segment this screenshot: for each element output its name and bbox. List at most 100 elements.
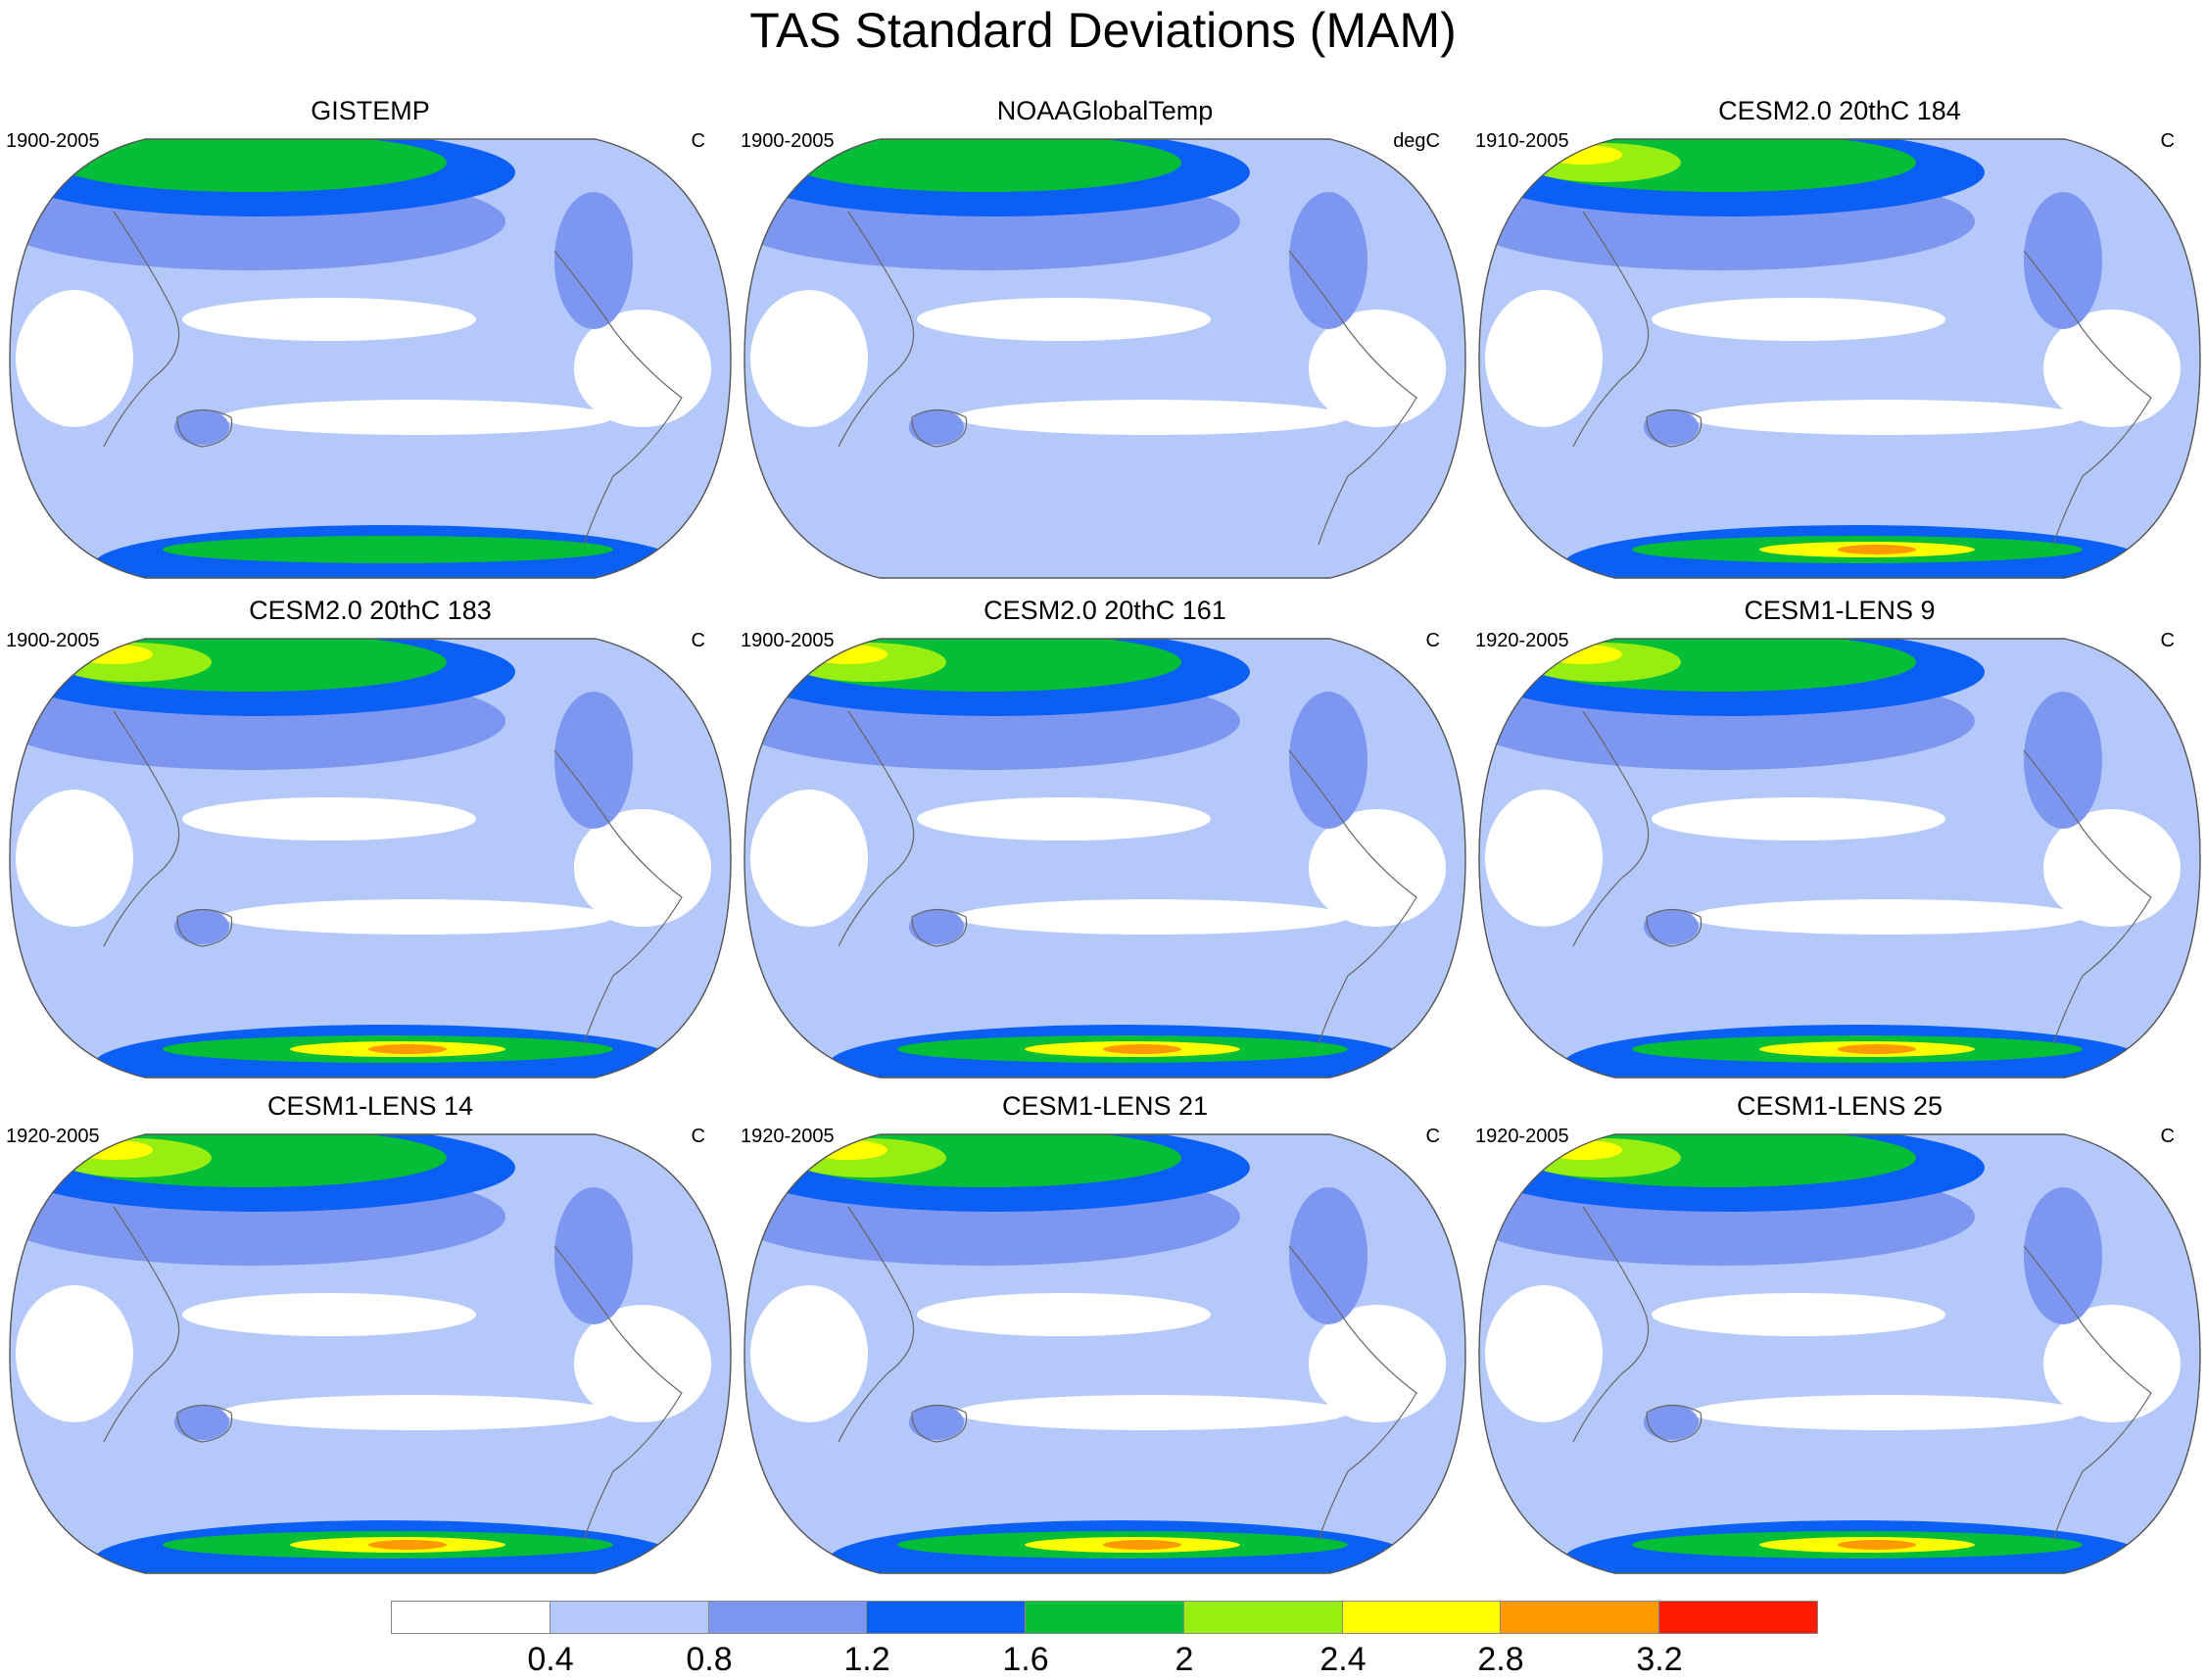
panel-years: 1900-2005	[6, 130, 100, 152]
map-field	[10, 139, 731, 578]
coastline-asia	[103, 1206, 180, 1443]
world-map-robinson	[1478, 1133, 2201, 1574]
field-band	[1309, 809, 1446, 927]
panel-years: 1920-2005	[6, 1126, 100, 1147]
field-australia	[909, 909, 964, 944]
world-map-robinson	[9, 638, 732, 1079]
field-sh	[1838, 545, 1916, 554]
field-band	[2043, 809, 2181, 927]
coastline-americas	[553, 250, 683, 546]
world-map-robinson	[1478, 138, 2201, 579]
field-band	[221, 400, 613, 435]
panel-title: NOAAGlobalTemp	[996, 96, 1214, 125]
field-band	[1652, 1293, 1945, 1336]
colorbar-label: 1.2	[843, 1641, 890, 1678]
field-australia	[174, 909, 229, 944]
colorbar-box	[1025, 1601, 1184, 1634]
field-band	[574, 809, 711, 927]
field-nh	[554, 1187, 633, 1324]
world-map-robinson	[1478, 638, 2201, 1079]
field-australia	[174, 1405, 229, 1440]
field-band	[956, 899, 1348, 935]
field-australia	[1644, 1405, 1699, 1440]
coastline-asia	[1572, 710, 1650, 947]
coastline-australia	[176, 408, 233, 448]
world-map-robinson	[9, 138, 732, 579]
coastline-americas	[2023, 250, 2152, 546]
field-band	[750, 290, 868, 427]
figure-title: TAS Standard Deviations (MAM)	[749, 3, 1457, 58]
map-panel-cesm1-lens-9: CESM1-LENS 9 1920-2005 C	[1475, 594, 2204, 1103]
panel-years: 1900-2005	[6, 630, 100, 651]
field-nh	[2024, 1187, 2102, 1324]
field-band	[917, 797, 1211, 840]
map-field	[10, 639, 731, 1078]
world-map-robinson	[9, 1133, 732, 1574]
panel-units: C	[2160, 130, 2175, 152]
field-australia	[1644, 909, 1699, 944]
map-panel-cesm2-183: CESM2.0 20thC 183 1900-2005 C	[6, 594, 735, 1103]
field-sh	[1838, 1540, 1916, 1550]
field-band	[182, 797, 476, 840]
field-band	[917, 1293, 1211, 1336]
field-nh-high	[1544, 1140, 1622, 1160]
field-nh	[2024, 192, 2102, 329]
field-band	[221, 1395, 613, 1430]
panel-units: C	[691, 630, 705, 651]
map-field	[10, 1134, 731, 1573]
coastline-americas	[2023, 749, 2152, 1045]
map-outline	[743, 1133, 1466, 1574]
field-nh	[1289, 1187, 1367, 1324]
field-band	[182, 298, 476, 341]
colorbar-box	[549, 1601, 709, 1634]
panel-title: CESM2.0 20thC 161	[983, 596, 1226, 625]
map-panel-cesm1-lens-14: CESM1-LENS 14 1920-2005 C	[6, 1089, 735, 1599]
colorbar-label: 2.4	[1319, 1641, 1367, 1678]
panel-units: C	[691, 1126, 705, 1147]
coastline-australia	[911, 1404, 968, 1443]
map-panel-noaaglobaltemp: NOAAGlobalTemp 1900-2005 degC	[741, 94, 1469, 603]
colorbar-label: 0.8	[686, 1641, 733, 1678]
field-sh	[1103, 1540, 1181, 1550]
field-band	[2043, 1305, 2181, 1422]
field-nh-high	[74, 645, 153, 664]
field-band	[956, 400, 1348, 435]
map-field	[744, 639, 1465, 1078]
coastline-americas	[553, 749, 683, 1045]
panel-units: C	[1425, 630, 1440, 651]
field-band	[1652, 797, 1945, 840]
field-australia	[174, 409, 229, 445]
panel-years: 1920-2005	[1475, 1126, 1569, 1147]
panel-units: C	[691, 130, 705, 152]
panel-units: C	[2160, 1126, 2175, 1147]
field-band	[1485, 290, 1603, 427]
field-band	[182, 1293, 476, 1336]
field-band	[16, 290, 133, 427]
map-outline	[1478, 1133, 2201, 1574]
map-panel-cesm2-161: CESM2.0 20thC 161 1900-2005 C	[741, 594, 1469, 1103]
coastline-americas	[2023, 1245, 2152, 1541]
colorbar-box	[391, 1601, 551, 1634]
field-band	[750, 790, 868, 927]
coastline-americas	[553, 1245, 683, 1541]
field-australia	[1644, 409, 1699, 445]
field-band	[1691, 400, 2083, 435]
colorbar-box	[1500, 1601, 1660, 1634]
panel-title: CESM1-LENS 14	[266, 1091, 474, 1121]
coastline-australia	[1646, 1404, 1702, 1443]
panel-title: CESM2.0 20thC 184	[1718, 96, 1961, 125]
map-outline	[1478, 138, 2201, 579]
coastline-asia	[103, 710, 180, 947]
coastline-australia	[911, 408, 968, 448]
panel-units: C	[2160, 630, 2175, 651]
field-nh-high	[55, 139, 447, 192]
colorbar-label: 2.8	[1477, 1641, 1524, 1678]
field-nh-high	[809, 645, 887, 664]
colorbar-label: 2	[1175, 1641, 1194, 1678]
coastline-americas	[1288, 749, 1417, 1045]
map-outline	[1478, 638, 2201, 1079]
map-outline	[9, 638, 732, 1079]
field-band	[1691, 899, 2083, 935]
colorbar-label: 1.6	[1002, 1641, 1049, 1678]
colorbar-box	[1658, 1601, 1819, 1634]
